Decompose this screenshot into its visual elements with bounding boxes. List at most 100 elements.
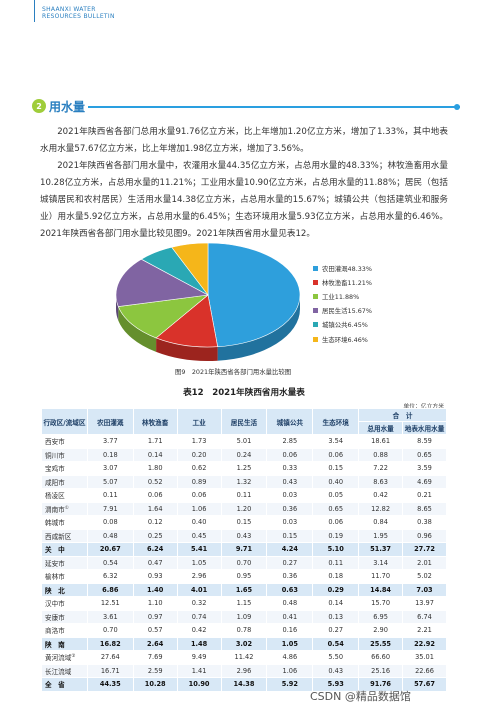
- row-region: 咸阳市: [41, 474, 88, 489]
- table-cell: 0.42: [358, 488, 404, 503]
- legend-label: 农田灌溉48.33%: [322, 264, 372, 273]
- table-cell: 0.20: [176, 447, 222, 462]
- table-cell: 0.40: [176, 515, 222, 530]
- region-name: 杨凌区: [45, 492, 65, 501]
- table-cell: 35.01: [402, 650, 447, 665]
- table-cell: 0.65: [402, 447, 447, 462]
- table-cell: 6.86: [86, 582, 134, 597]
- header-total-sub: 总用水量: [358, 421, 404, 435]
- table-cell: 5.92: [266, 677, 314, 692]
- table-cell: 3.59: [402, 461, 447, 476]
- header-line-1: SHAANXI WATER: [42, 6, 96, 13]
- table-cell: 0.14: [132, 447, 178, 462]
- region-name: 铜川市: [45, 451, 65, 460]
- legend-item: 农田灌溉48.33%: [313, 261, 372, 275]
- table-cell: 9.49: [176, 650, 222, 665]
- table-cell: 0.05: [312, 488, 360, 503]
- table-cell: 22.92: [402, 636, 447, 651]
- table-cell: 14.38: [220, 677, 268, 692]
- table-cell: 0.97: [132, 609, 178, 624]
- region-name: 长江流域: [45, 667, 72, 676]
- water-use-table: 行政区/流域区 农田灌溉 林牧渔畜 工业 居民生活 城镇公共 生态环境 合 计 …: [41, 408, 447, 692]
- table-cell: 1.05: [266, 636, 314, 651]
- table-cell: 12.82: [358, 501, 404, 516]
- table-cell: 0.54: [312, 636, 360, 651]
- table-cell: 0.08: [86, 515, 134, 530]
- header-rule: [34, 0, 35, 22]
- table-cell: 18.61: [358, 434, 404, 449]
- table-cell: 3.07: [86, 461, 134, 476]
- table-cell: 7.91: [86, 501, 134, 516]
- table-row: 汉中市 12.51 1.10 0.32 1.15 0.48 0.14 15.70 13.97: [41, 596, 447, 611]
- table-cell: 0.27: [266, 555, 314, 570]
- table-row: 长江流域 16.71 2.59 1.41 2.96 1.06 0.43 25.16 22.66: [41, 663, 447, 678]
- table-cell: 4.24: [266, 542, 314, 557]
- table-cell: 16.71: [86, 663, 134, 678]
- table-row: 商洛市 0.70 0.57 0.42 0.78 0.16 0.27 2.90 2.21: [41, 623, 447, 638]
- legend-label: 林牧渔畜11.21%: [322, 278, 372, 287]
- table-cell: 0.54: [86, 555, 134, 570]
- table-cell: 0.13: [312, 609, 360, 624]
- section-divider: [88, 104, 460, 110]
- table-cell: 0.06: [312, 447, 360, 462]
- region-name: 韩城市: [45, 519, 65, 528]
- table-cell: 0.96: [402, 528, 447, 543]
- table-cell: 0.65: [312, 501, 360, 516]
- table-cell: 9.71: [220, 542, 268, 557]
- table-cell: 0.48: [86, 528, 134, 543]
- row-region: 安康市: [41, 609, 88, 624]
- row-region: 西安市: [41, 434, 88, 449]
- footnote-mark: ②: [71, 654, 76, 660]
- legend-swatch: [313, 308, 318, 314]
- pie-slice: [171, 242, 209, 296]
- table-cell: 1.48: [176, 636, 222, 651]
- region-name: 西咸新区: [45, 532, 72, 541]
- table-cell: 6.74: [402, 609, 447, 624]
- table-cell: 0.29: [312, 582, 360, 597]
- table-cell: 1.71: [132, 434, 178, 449]
- table-cell: 0.15: [312, 461, 360, 476]
- table-row: 渭南市① 7.91 1.64 1.06 1.20 0.36 0.65 12.82 8.65: [41, 501, 447, 516]
- table-cell: 0.03: [266, 488, 314, 503]
- table-cell: 0.78: [220, 623, 268, 638]
- table-cell: 1.73: [176, 434, 222, 449]
- row-region: 长江流域: [41, 663, 88, 678]
- row-region: 铜川市: [41, 447, 88, 462]
- table-row: 榆林市 6.32 0.93 2.96 0.95 0.36 0.18 11.70 5.02: [41, 569, 447, 584]
- table-cell: 4.69: [402, 474, 447, 489]
- table-cell: 1.05: [176, 555, 222, 570]
- legend-label: 居民生活15.67%: [322, 307, 372, 316]
- header-col: 城镇公共: [266, 408, 314, 435]
- region-name: 渭南市: [45, 505, 65, 514]
- legend-swatch: [313, 336, 318, 342]
- region-name: 西安市: [45, 438, 65, 447]
- pie-slice-side: [156, 337, 218, 361]
- table-cell: 22.66: [402, 663, 447, 678]
- region-name: 黄河流域: [45, 654, 72, 663]
- legend-label: 生态环境6.46%: [322, 335, 368, 344]
- row-region: 宝鸡市: [41, 461, 88, 476]
- body-text: 2021年陕西省各部门总用水量91.76亿立方米，比上年增加1.20亿立方米，增…: [40, 124, 448, 243]
- table-cell: 1.65: [220, 582, 268, 597]
- pie-slice-side: [118, 306, 157, 352]
- legend-swatch: [313, 322, 318, 328]
- header-col: 生态环境: [312, 408, 360, 435]
- figure-caption: 图9 2021年陕西省各部门用水量比较图: [175, 368, 292, 376]
- table-cell: 0.43: [220, 528, 268, 543]
- row-region: 西咸新区: [41, 528, 88, 543]
- table-cell: 0.36: [266, 501, 314, 516]
- table-cell: 8.63: [358, 474, 404, 489]
- table-cell: 0.40: [312, 474, 360, 489]
- header-region: 行政区/流域区: [41, 408, 88, 435]
- header-col: 林牧渔畜: [132, 408, 178, 435]
- table-cell: 1.15: [220, 596, 268, 611]
- row-region: 黄河流域②: [41, 650, 88, 665]
- table-cell: 0.11: [220, 488, 268, 503]
- bulletin-header: SHAANXI WATER RESOURCES BULLETIN: [42, 6, 115, 20]
- table-cell: 0.15: [266, 528, 314, 543]
- table-cell: 1.32: [220, 474, 268, 489]
- table-cell: 15.70: [358, 596, 404, 611]
- table-cell: 1.80: [132, 461, 178, 476]
- table-cell: 0.84: [358, 515, 404, 530]
- table-cell: 0.88: [358, 447, 404, 462]
